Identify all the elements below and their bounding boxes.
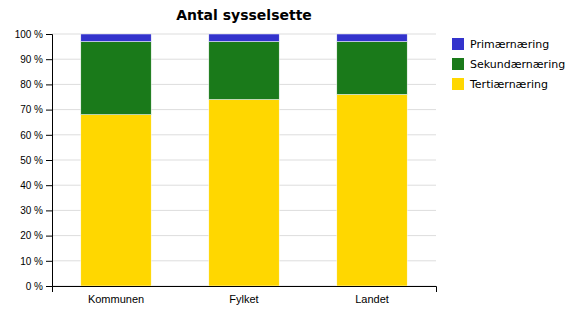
tick: 0 % xyxy=(26,281,52,292)
tick-mark xyxy=(46,185,52,186)
legend-swatch xyxy=(452,78,464,90)
legend-swatch xyxy=(452,58,464,70)
tick-mark xyxy=(46,286,52,287)
tick: 50 % xyxy=(20,155,52,166)
bars xyxy=(81,34,407,286)
tick-label: 70 % xyxy=(20,104,43,115)
tick: 70 % xyxy=(20,104,52,115)
plot: 0 % 10 % 20 % 30 % 40 % 50 % 60 % 70 % 80 % 90 % 1… xyxy=(15,29,437,305)
tick: 20 % xyxy=(20,230,52,241)
tick-label: 0 % xyxy=(26,281,43,292)
legend-label: Tertiærnæring xyxy=(469,78,548,91)
tick-mark xyxy=(46,236,52,237)
grid xyxy=(52,34,436,286)
tick-label: 50 % xyxy=(20,155,43,166)
legend-swatch xyxy=(452,38,464,50)
tick-mark xyxy=(46,210,52,211)
legend-label: Sekundærnæring xyxy=(470,58,565,71)
tick: 30 % xyxy=(20,205,52,216)
tick-label: Landet xyxy=(355,293,389,305)
bar xyxy=(81,115,151,286)
legend-item: Tertiærnæring xyxy=(452,78,548,91)
tick-label: 30 % xyxy=(20,205,43,216)
bar xyxy=(81,42,151,115)
axis-line xyxy=(53,287,437,293)
legend-item: Sekundærnæring xyxy=(452,58,565,71)
bar xyxy=(209,34,279,42)
bar xyxy=(337,42,407,95)
tick-mark xyxy=(46,135,52,136)
tick-label: 40 % xyxy=(20,180,43,191)
tick-mark xyxy=(46,160,52,161)
tick-label: 20 % xyxy=(20,230,43,241)
bar xyxy=(337,34,407,42)
tick: Kommunen xyxy=(88,293,144,305)
tick-mark xyxy=(46,34,52,35)
tick-mark xyxy=(46,261,52,262)
tick-label: 80 % xyxy=(20,79,43,90)
tick: 40 % xyxy=(20,180,52,191)
chart: Antal sysselsette 0 % 10 % 20 % 30 % 40 % 50 %… xyxy=(0,0,586,314)
legend: Primærnæring Sekundærnæring Tertiærnæring xyxy=(452,38,565,91)
tick: 90 % xyxy=(20,54,52,65)
tick-label: 100 % xyxy=(15,29,43,40)
tick-label: Kommunen xyxy=(88,293,144,305)
legend-label: Primærnæring xyxy=(470,38,549,51)
bar xyxy=(81,34,151,42)
legend-item: Primærnæring xyxy=(452,38,549,51)
tick: 100 % xyxy=(15,29,52,40)
tick-label: 10 % xyxy=(20,256,43,267)
bar xyxy=(209,42,279,100)
axis-line xyxy=(46,35,53,287)
title: Antal sysselsette xyxy=(176,7,312,23)
tick: 10 % xyxy=(20,256,52,267)
tick-label: Fylket xyxy=(229,293,258,305)
bar xyxy=(209,100,279,286)
tick: Fylket xyxy=(229,293,258,305)
tick: 80 % xyxy=(20,79,52,90)
tick: Landet xyxy=(355,293,389,305)
tick-mark xyxy=(46,110,52,111)
tick-label: 90 % xyxy=(20,54,43,65)
tick-label: 60 % xyxy=(20,130,43,141)
x-axis: Kommunen Fylket Landet xyxy=(53,287,437,305)
tick-mark xyxy=(46,84,52,85)
y-axis: 0 % 10 % 20 % 30 % 40 % 50 % 60 % 70 % 80 % 90 % 1… xyxy=(15,29,53,292)
tick: 60 % xyxy=(20,130,52,141)
tick-mark xyxy=(46,59,52,60)
bar xyxy=(337,94,407,286)
